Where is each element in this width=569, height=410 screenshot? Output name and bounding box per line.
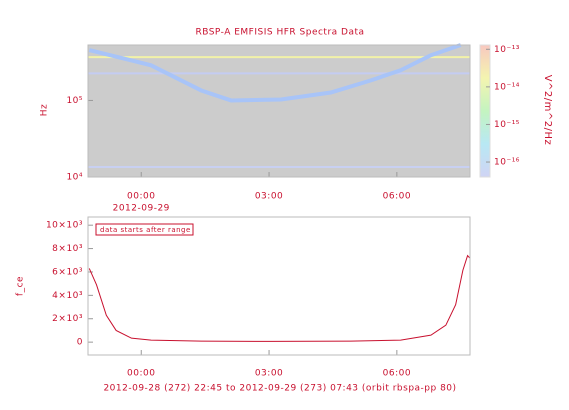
- annotation-box: [95, 223, 194, 236]
- colorbar-tick-label: 10⁻¹⁵: [494, 120, 520, 130]
- frame: [87, 216, 471, 356]
- x-tick-label: 03:00: [255, 192, 283, 202]
- y-tick-label: 6×10³: [52, 267, 83, 277]
- colorbar-tick-label: 10⁻¹⁴: [494, 82, 520, 92]
- x-tick-label: 06:00: [383, 369, 411, 379]
- y-tick-label: 10⁴: [66, 173, 83, 183]
- y-tick-label: 8×10³: [52, 244, 83, 254]
- colorbar: [479, 44, 491, 178]
- colorbar-label: V^2/m^2/Hz: [542, 75, 553, 146]
- y-tick-label: 10×10³: [46, 221, 83, 231]
- y-tick-label: 0: [77, 338, 83, 348]
- y-axis-label: Hz: [40, 104, 50, 117]
- f-ce-line: [88, 254, 471, 342]
- y-tick-label: 4×10³: [52, 291, 83, 301]
- x-tick-label: 03:00: [255, 369, 283, 379]
- colorbar-tick-label: 10⁻¹³: [494, 45, 520, 55]
- x-tick-label: 06:00: [383, 192, 411, 202]
- y-axis-label: f_ce: [16, 276, 26, 296]
- date-label: 2012-09-29: [113, 204, 170, 214]
- colorbar-tick-label: 10⁻¹⁶: [494, 158, 520, 168]
- x-tick-label: 00:00: [127, 369, 155, 379]
- y-tick-label: 2×10³: [52, 314, 83, 324]
- footer: 2012-09-28 (272) 22:45 to 2012-09-29 (27…: [103, 384, 456, 394]
- plasma-line: [88, 43, 462, 103]
- y-tick-label: 10⁵: [66, 96, 83, 106]
- x-tick-label: 00:00: [127, 192, 155, 202]
- annotation: data starts after range: [100, 226, 191, 234]
- chart-title: RBSP-A EMFISIS HFR Spectra Data: [195, 28, 364, 38]
- frame: [87, 44, 471, 178]
